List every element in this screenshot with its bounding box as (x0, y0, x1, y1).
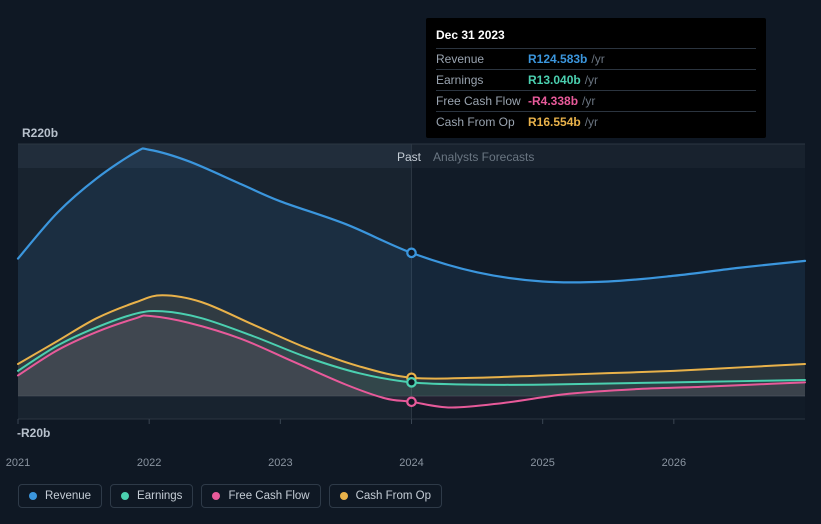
tooltip-label: Free Cash Flow (436, 94, 528, 108)
chart-tooltip: Dec 31 2023 Revenue R124.583b /yr Earnin… (426, 18, 766, 138)
tooltip-suffix: /yr (591, 52, 604, 66)
x-axis-tick: 2024 (399, 457, 423, 469)
tooltip-value: -R4.338b (528, 94, 578, 108)
x-axis-tick: 2022 (137, 457, 161, 469)
legend-label: Cash From Op (356, 490, 431, 502)
tooltip-suffix: /yr (585, 115, 598, 129)
region-label-past: Past (397, 150, 421, 164)
x-axis-tick: 2023 (268, 457, 292, 469)
legend-dot-icon (121, 492, 129, 500)
tooltip-label: Earnings (436, 73, 528, 87)
legend-label: Free Cash Flow (228, 490, 309, 502)
x-axis-tick: 2025 (530, 457, 554, 469)
tooltip-label: Cash From Op (436, 115, 528, 129)
tooltip-row-revenue: Revenue R124.583b /yr (436, 48, 756, 69)
x-axis-tick: 2021 (6, 457, 30, 469)
tooltip-row-earnings: Earnings R13.040b /yr (436, 69, 756, 90)
tooltip-row-cfo: Cash From Op R16.554b /yr (436, 111, 756, 132)
tooltip-value: R13.040b (528, 73, 581, 87)
region-label-forecast: Analysts Forecasts (433, 150, 534, 164)
legend-label: Revenue (45, 490, 91, 502)
legend-dot-icon (340, 492, 348, 500)
legend-item-revenue[interactable]: Revenue (18, 484, 102, 508)
legend: Revenue Earnings Free Cash Flow Cash Fro… (18, 484, 442, 508)
legend-label: Earnings (137, 490, 182, 502)
x-axis-tick: 2026 (662, 457, 686, 469)
tooltip-value: R124.583b (528, 52, 587, 66)
legend-dot-icon (212, 492, 220, 500)
legend-item-earnings[interactable]: Earnings (110, 484, 193, 508)
tooltip-row-fcf: Free Cash Flow -R4.338b /yr (436, 90, 756, 111)
tooltip-suffix: /yr (585, 73, 598, 87)
tooltip-suffix: /yr (582, 94, 595, 108)
tooltip-value: R16.554b (528, 115, 581, 129)
legend-item-fcf[interactable]: Free Cash Flow (201, 484, 320, 508)
tooltip-label: Revenue (436, 52, 528, 66)
tooltip-date: Dec 31 2023 (436, 24, 756, 48)
legend-dot-icon (29, 492, 37, 500)
legend-item-cfo[interactable]: Cash From Op (329, 484, 442, 508)
